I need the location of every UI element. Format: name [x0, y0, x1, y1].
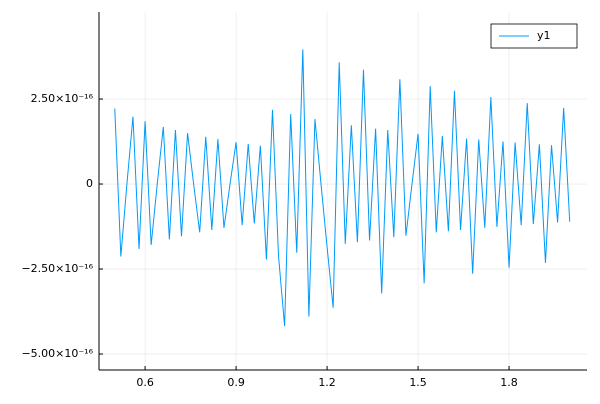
y-tick-label: 0: [86, 177, 93, 190]
x-tick-label: 0.9: [227, 376, 245, 389]
y-tick-label: 2.50×10⁻¹⁶: [31, 92, 94, 105]
y-tick-label: −2.50×10⁻¹⁶: [21, 262, 93, 275]
x-tick-label: 1.2: [318, 376, 336, 389]
x-tick-label: 1.5: [409, 376, 427, 389]
x-tick-label: 1.8: [500, 376, 518, 389]
legend-label: y1: [537, 29, 551, 42]
y-tick-label: −5.00×10⁻¹⁶: [21, 347, 93, 360]
data-line: [114, 49, 571, 327]
x-tick-label: 0.6: [136, 376, 154, 389]
